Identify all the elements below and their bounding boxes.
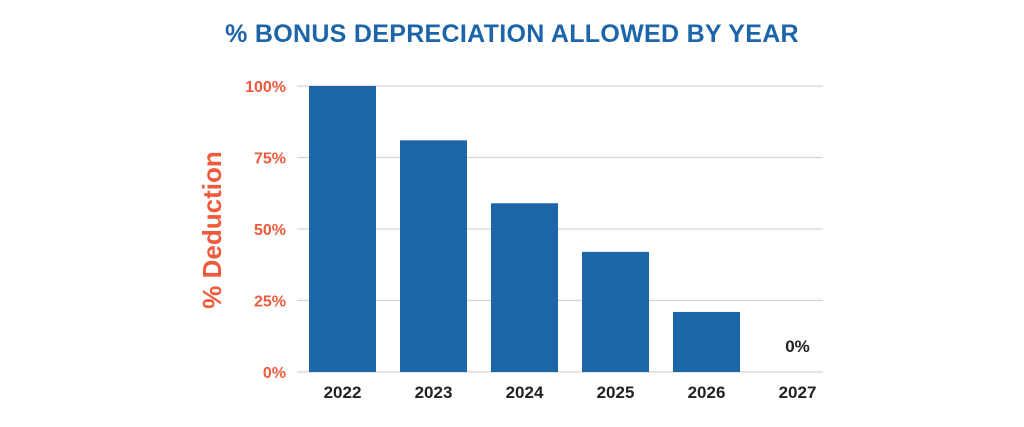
y-tick-label: 50% <box>254 222 286 239</box>
bar-2024 <box>491 203 558 372</box>
y-axis-ticks: 0% 25% 50% 75% 100% <box>245 79 286 382</box>
x-tick-label: 2023 <box>415 383 453 402</box>
y-tick-label: 0% <box>263 365 286 382</box>
x-axis-ticks: 2022 2023 2024 2025 2026 2027 <box>324 383 817 402</box>
y-axis-label: % Deduction <box>197 151 227 308</box>
bar-2023 <box>400 140 467 372</box>
y-tick-label: 100% <box>245 79 286 96</box>
bars <box>309 86 740 372</box>
data-label-2027: 0% <box>785 337 810 356</box>
bar-2026 <box>673 311 740 372</box>
x-tick-label: 2027 <box>779 383 817 402</box>
x-tick-label: 2026 <box>688 383 726 402</box>
bar-2022 <box>309 86 376 372</box>
x-tick-label: 2024 <box>506 383 544 402</box>
x-tick-label: 2025 <box>597 383 635 402</box>
chart-title: % BONUS DEPRECIATION ALLOWED BY YEAR <box>225 20 799 48</box>
data-labels: 0% <box>785 337 810 356</box>
x-tick-label: 2022 <box>324 383 362 402</box>
y-tick-label: 25% <box>254 294 286 311</box>
bar-2025 <box>582 251 649 372</box>
y-tick-label: 75% <box>254 151 286 168</box>
